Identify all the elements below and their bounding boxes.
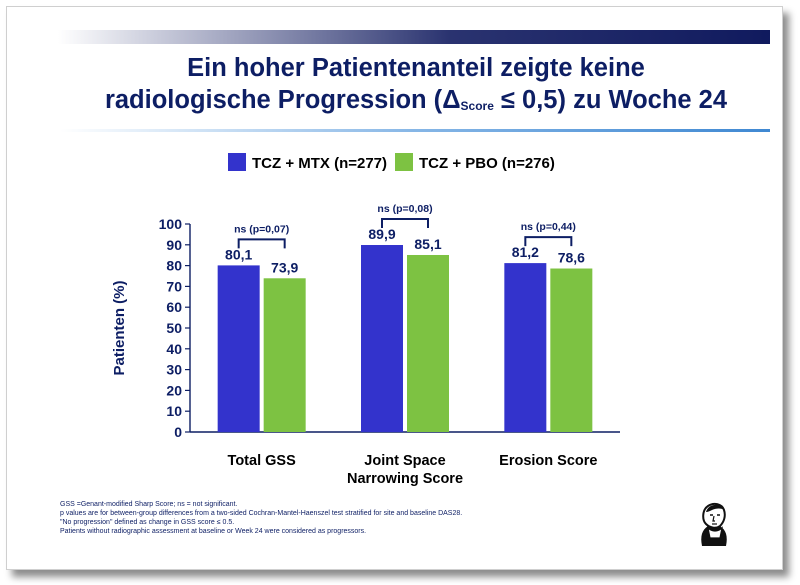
y-tick-label-40: 40 <box>166 341 182 357</box>
bar-2-1 <box>263 278 306 432</box>
data-label-1-1: 80,1 <box>225 246 252 262</box>
slide-title: Ein hoher Patientenanteil zeigte keine r… <box>60 52 772 122</box>
bar-1-1 <box>217 265 260 432</box>
y-tick-label-30: 30 <box>166 362 182 378</box>
y-tick-label-80: 80 <box>166 258 182 274</box>
footnote-4: Patients without radiographic assessment… <box>60 528 367 535</box>
bar-1-2 <box>361 245 403 432</box>
bar-2-3 <box>550 268 593 432</box>
legend-swatch-2 <box>395 153 413 171</box>
x-category-label-3-1: Erosion Score <box>499 453 597 469</box>
bar-2-2 <box>407 254 449 432</box>
y-tick-label-100: 100 <box>159 216 183 232</box>
x-category-label-2-1: Joint Space <box>364 453 445 469</box>
significance-label-3: ns (p=0,44) <box>521 221 576 233</box>
legend-label-2: TCZ + PBO (n=276) <box>419 155 555 172</box>
y-axis-label: Patienten (%) <box>111 280 128 375</box>
title-top-rule <box>58 30 770 44</box>
footnotes: GSS =Genant-modified Sharp Score; ns = n… <box>60 500 620 536</box>
y-tick-label-60: 60 <box>166 299 182 315</box>
footnote-3: "No progression" defined as change in GS… <box>60 519 235 526</box>
y-tick-label-0: 0 <box>174 424 182 440</box>
y-tick-label-90: 90 <box>166 237 182 253</box>
data-label-2-1: 73,9 <box>271 259 298 275</box>
delta-symbol: Δ <box>442 86 461 114</box>
significance-label-1: ns (p=0,07) <box>234 223 289 235</box>
data-label-2-3: 78,6 <box>558 250 585 266</box>
legend-label-1: TCZ + MTX (n=277) <box>252 155 387 172</box>
title-underline <box>60 129 770 132</box>
delta-subscript: Score <box>460 99 494 113</box>
y-tick-label-70: 70 <box>166 278 182 294</box>
x-category-label-1-1: Total GSS <box>228 453 297 469</box>
goethe-portrait-logo-icon <box>701 502 727 546</box>
significance-bracket-2 <box>381 218 429 229</box>
y-tick-label-50: 50 <box>166 320 182 336</box>
significance-label-2: ns (p=0,08) <box>377 203 432 215</box>
legend-swatch-1 <box>228 153 246 171</box>
title-line-2: radiologische Progression (ΔScore ≤ 0,5)… <box>104 86 728 114</box>
significance-bracket-1 <box>237 238 286 249</box>
data-label-1-3: 81,2 <box>512 244 539 260</box>
y-tick-label-10: 10 <box>166 403 182 419</box>
footnote-1: GSS =Genant-modified Sharp Score; ns = n… <box>60 501 238 508</box>
data-label-1-2: 89,9 <box>368 226 395 242</box>
x-category-label-2-2: Narrowing Score <box>347 471 463 487</box>
y-tick-label-20: 20 <box>166 382 182 398</box>
title-line-1: Ein hoher Patientenanteil zeigte keine <box>187 54 645 82</box>
footnote-2: p values are for between-group differenc… <box>60 510 463 517</box>
significance-bracket-3 <box>524 236 573 247</box>
bar-1-3 <box>504 263 547 432</box>
data-label-2-2: 85,1 <box>414 236 441 252</box>
